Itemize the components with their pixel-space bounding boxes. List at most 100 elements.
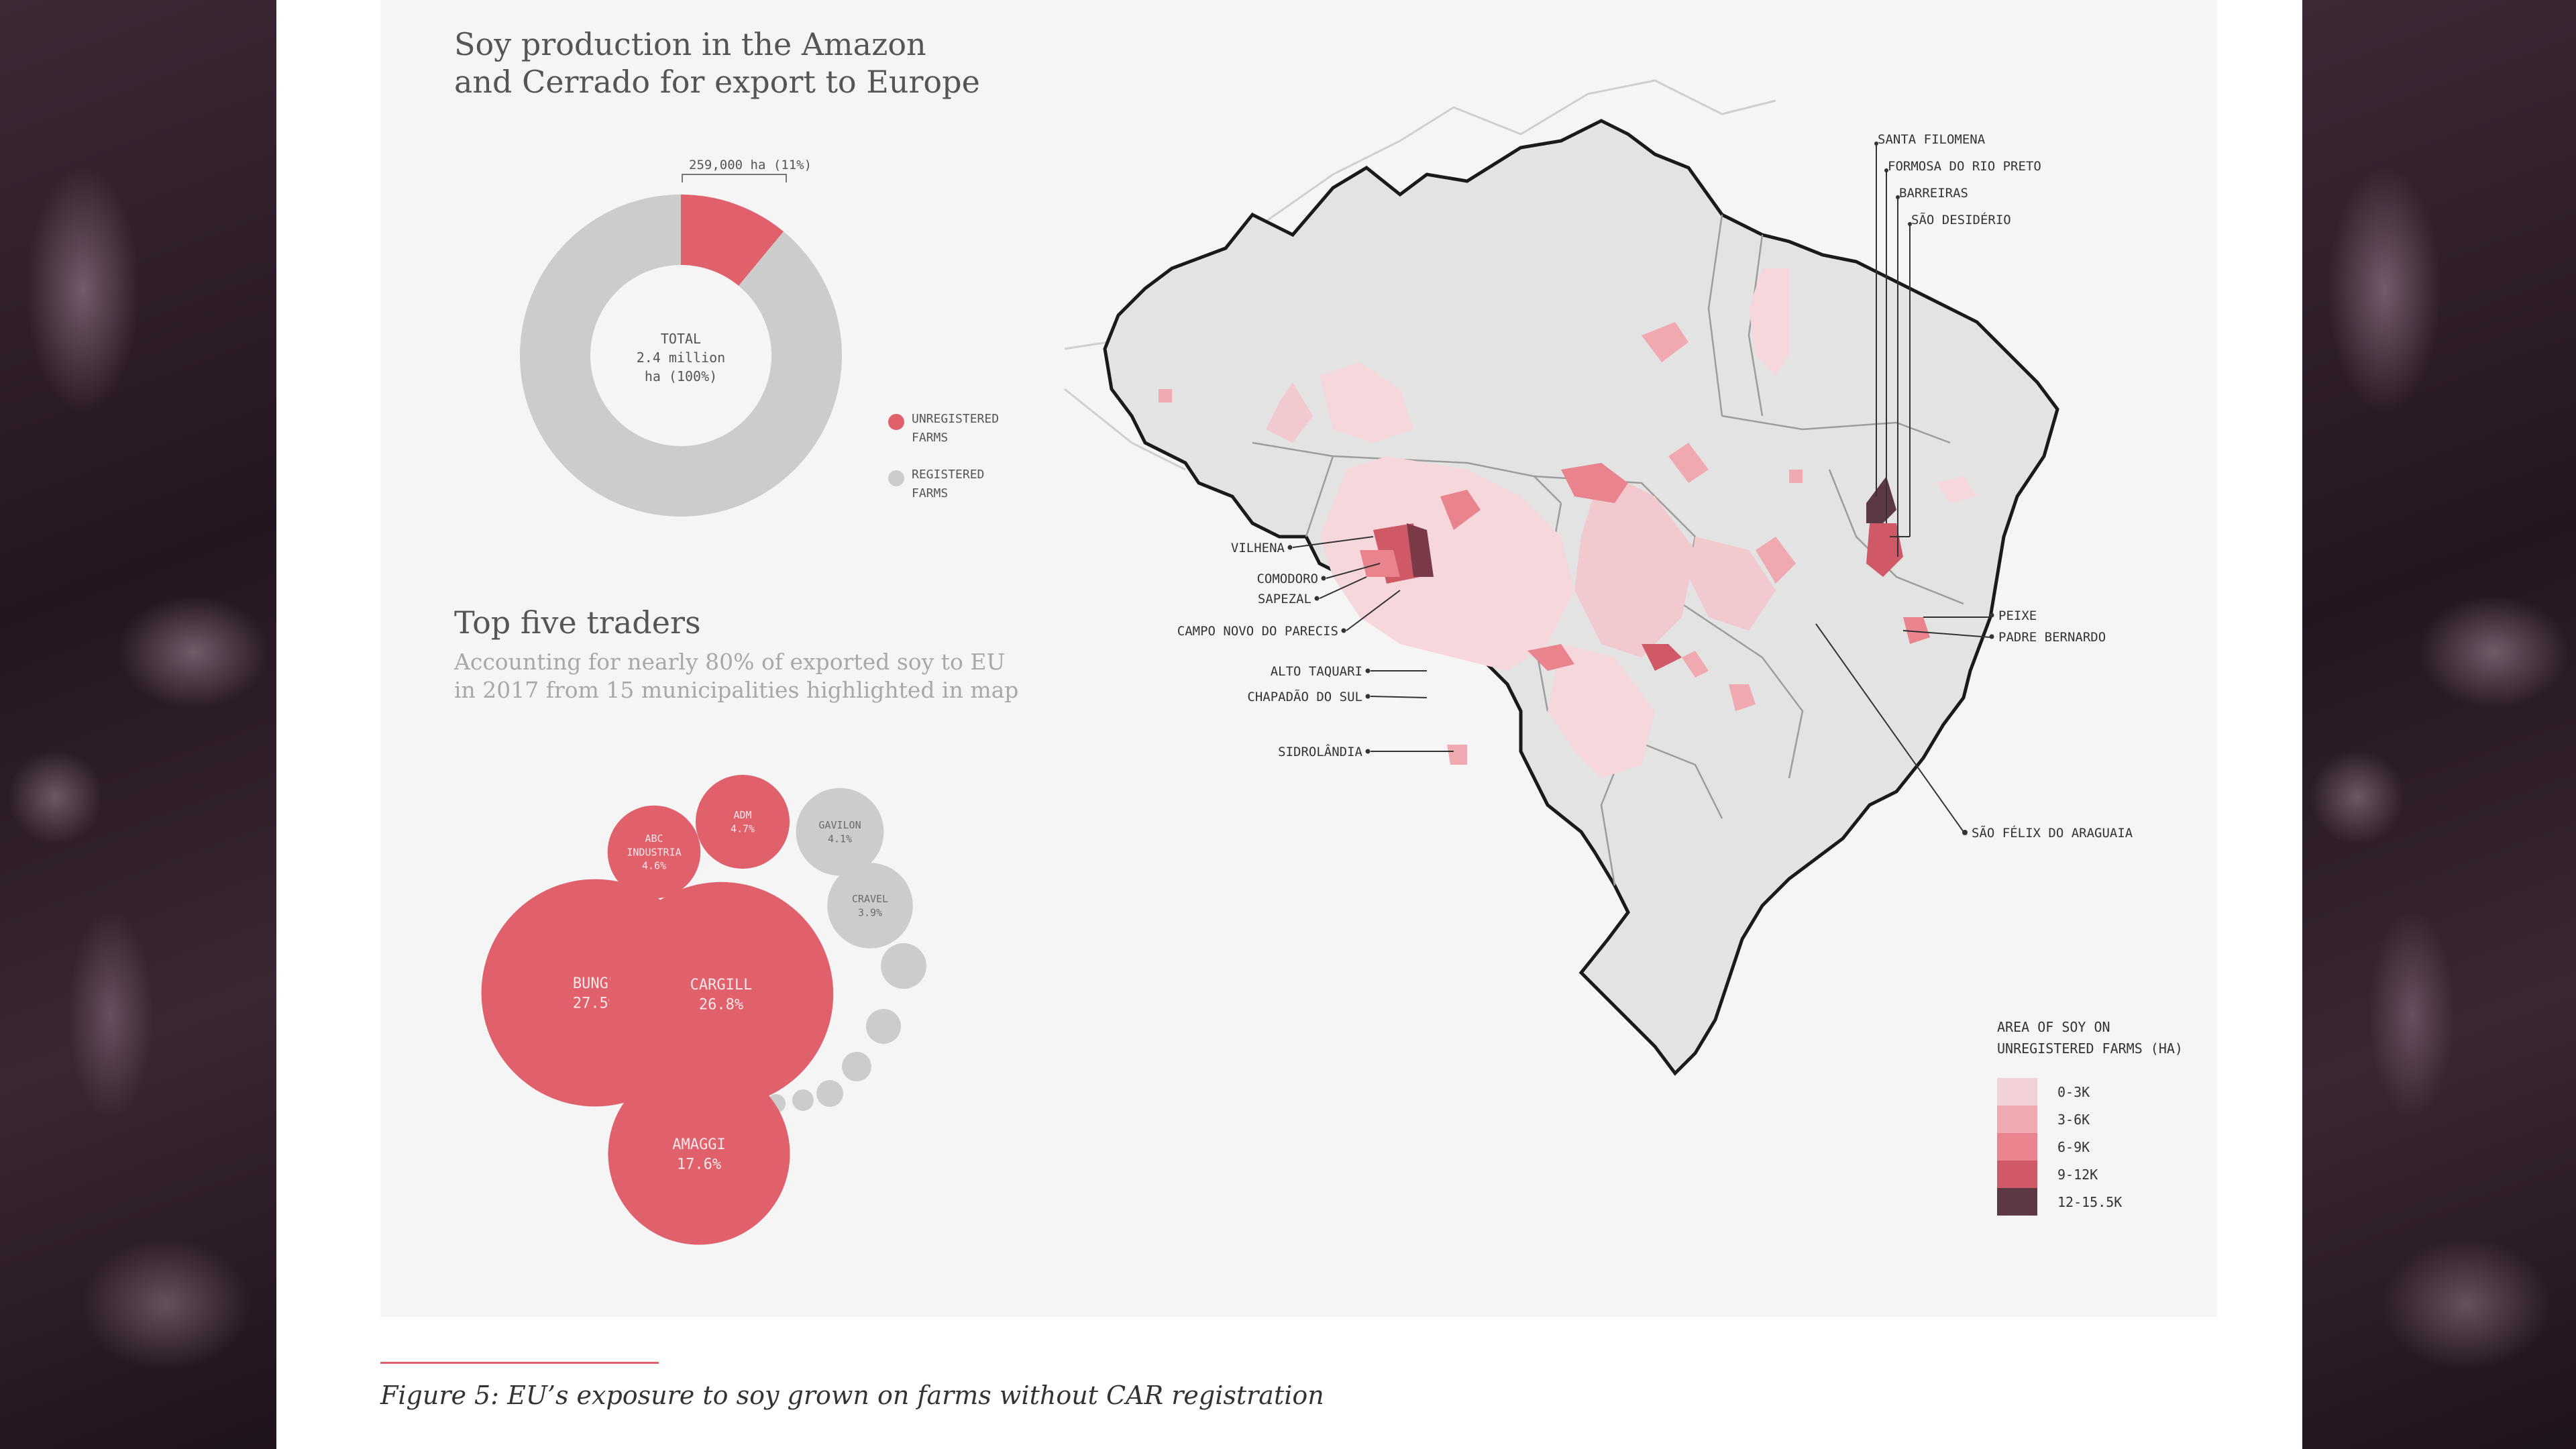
map-label-dot [1314,596,1320,601]
map-legend-label: 3-6K [2057,1111,2090,1128]
map-label-sao-felix: SÃO FÉLIX DO ARAGUAIA [1962,825,2133,841]
map-label: FORMOSA DO RIO PRETO [1888,159,2041,174]
minor-trader-bubble [866,1009,901,1044]
map-legend-swatch [1997,1106,2037,1133]
map-legend-swatches: 0-3K 3-6K 6-9K 9-12K 12-15.5K [1997,1078,2212,1216]
background-photo-right [2302,0,2576,1449]
donut-center-line-3: ha (100%) [645,368,717,384]
donut-center-line-2: 2.4 million [637,350,725,366]
bubble-label-gavilon: GAVILON [818,819,861,831]
minor-trader-bubble [792,1089,814,1111]
donut-legend: UNREGISTERED FARMS REGISTERED FARMS [888,412,999,500]
map-legend-label: 6-9K [2057,1138,2090,1155]
highlighted-municipalities [1360,476,1930,671]
sao-felix-label: SÃO FÉLIX DO ARAGUAIA [1972,825,2133,841]
bubble-label-abc-industria: INDUSTRIA [627,846,681,858]
map-legend-row: 0-3K [1997,1078,2212,1106]
map-legend-box: AREA OF SOY ON UNREGISTERED FARMS (HA) 0… [1997,1016,2212,1216]
map-label-dot [1287,545,1293,550]
bubble-label-cravel: 3.9% [858,906,882,918]
donut-title: Soy production in the Amazon and Cerrado… [454,26,980,100]
bubble-abc-industria [607,805,701,899]
bubble-cravel [827,863,913,949]
legend-dot-registered [888,470,904,486]
bubble-label-adm: 4.7% [731,822,755,835]
bubble-label-cargill: 26.8% [699,997,743,1014]
map-labels-west: VILHENA COMODORO SAPEZAL CAMPO NOVO DO PARE… [1177,541,1371,759]
map-legend-swatch [1997,1078,2037,1106]
map-legend-label: 0-3K [2057,1083,2090,1100]
donut-slice-unregistered [681,195,784,286]
donut-slice-registered [520,195,842,517]
map-legend-swatch [1997,1161,2037,1188]
map-label-dot [1908,222,1912,226]
map-legend-swatch [1997,1188,2037,1216]
map-legend-label: 9-12K [2057,1166,2098,1183]
soy-area-shading [1159,268,1977,778]
map-label: PADRE BERNARDO [1998,630,2106,645]
map-labels-east: PEIXE PADRE BERNARDO [1989,608,2106,645]
map-legend-swatch [1997,1133,2037,1161]
bubble-label-abc-industria: 4.6% [642,860,666,872]
traders-subtitle: Accounting for nearly 80% of exported so… [454,649,1019,703]
map-label-dot [1341,628,1346,633]
map-label-dot [1365,668,1371,674]
minor-trader-bubble [816,1080,843,1107]
map-label: VILHENA [1231,541,1285,555]
map-labels-north: SANTA FILOMENA FORMOSA DO RIO PRETO BARREI… [1874,132,2041,227]
background-photo-left [0,0,276,1449]
map-legend-row: 12-15.5K [1997,1188,2212,1216]
minor-trader-bubble [842,1052,871,1081]
donut-callout-leader [682,174,787,182]
map-label-dot [1321,576,1326,581]
bubble-label-cravel: CRAVEL [852,893,888,905]
map-label-dot [1365,694,1371,699]
bubble-label-cargill: CARGILL [690,977,753,994]
map-label: SIDROLÂNDIA [1278,744,1362,759]
bubble-label-amaggi: 17.6% [677,1157,721,1173]
bubble-adm [695,774,790,869]
map-label-dot [1884,168,1888,172]
traders-title: Top five traders [454,604,701,641]
map-legend-row: 9-12K [1997,1161,2212,1188]
map-legend-label: 12-15.5K [2057,1193,2123,1210]
map-legend-row: 6-9K [1997,1133,2212,1161]
legend-dot-unregistered [888,414,904,430]
donut-callout-label: 259,000 ha (11%) [689,158,812,172]
minor-trader-bubble [881,943,926,989]
figure-caption: Figure 5: EU’s exposure to soy grown on … [380,1381,1324,1410]
legend-label-registered-1: REGISTERED [912,468,984,482]
bubble-gavilon [796,788,884,876]
bubble-label-amaggi: AMAGGI [672,1136,725,1153]
map-label-dot [1874,142,1878,146]
map-label: BARREIRAS [1899,186,1968,201]
map-label: ALTO TAQUARI [1271,664,1362,679]
map-label: SÃO DESIDÉRIO [1911,212,2011,227]
map-label: COMODORO [1256,572,1318,586]
legend-label-unregistered-1: UNREGISTERED [912,412,999,426]
map-label: CHAPADÃO DO SUL [1247,689,1362,704]
bubble-label-gavilon: 4.1% [828,833,852,845]
brazil-map: SANTA FILOMENA FORMOSA DO RIO PRETO BARREI… [1064,79,2133,1076]
bubble-cargill [608,881,834,1107]
map-label-dot [1989,612,1994,618]
municipality-leader-lines [1292,144,1991,833]
legend-label-registered-2: FARMS [912,486,948,500]
legend-label-unregistered-2: FARMS [912,431,948,445]
infographic-panel: Soy production in the Amazon and Cerrado… [380,0,2217,1317]
figure-page: Soy production in the Amazon and Cerrado… [276,0,2302,1449]
map-label-dot [1365,749,1371,754]
sao-felix-dot [1962,830,1968,835]
map-label: CAMPO NOVO DO PARECIS [1177,624,1338,639]
map-label-dot [1896,195,1900,199]
bubble-label-abc-industria: ABC [645,833,663,845]
donut-chart: 259,000 ha (11%) TOTAL 2.4 million ha (1… [520,158,999,517]
caption-rule [380,1362,659,1364]
map-label-dot [1989,634,1994,639]
traders-bubble-chart: BUNGE27.5%CARGILL26.8%AMAGGI17.6%ADM4.7%… [481,774,926,1245]
map-legend-title: AREA OF SOY ON UNREGISTERED FARMS (HA) [1997,1019,2183,1057]
map-label: SAPEZAL [1258,592,1311,606]
bubble-amaggi [608,1063,790,1245]
donut-center-line-1: TOTAL [661,331,701,347]
map-label: PEIXE [1998,608,2037,623]
